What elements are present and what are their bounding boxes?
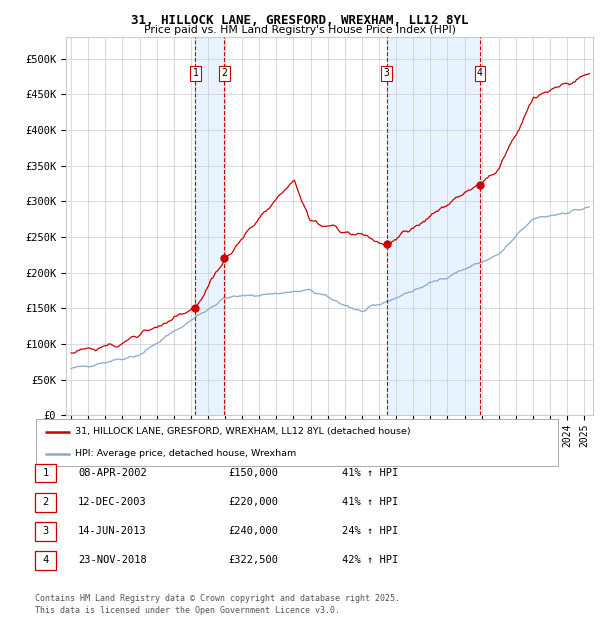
Text: £220,000: £220,000 bbox=[228, 497, 278, 507]
Text: 31, HILLOCK LANE, GRESFORD, WREXHAM, LL12 8YL (detached house): 31, HILLOCK LANE, GRESFORD, WREXHAM, LL1… bbox=[75, 427, 411, 436]
Text: 1: 1 bbox=[193, 68, 199, 78]
Text: £322,500: £322,500 bbox=[228, 556, 278, 565]
Text: 3: 3 bbox=[384, 68, 389, 78]
Text: 4: 4 bbox=[43, 556, 49, 565]
Bar bbox=[196, 37, 224, 415]
Text: £240,000: £240,000 bbox=[228, 526, 278, 536]
Text: 2: 2 bbox=[43, 497, 49, 507]
Text: 41% ↑ HPI: 41% ↑ HPI bbox=[342, 497, 398, 507]
Text: 42% ↑ HPI: 42% ↑ HPI bbox=[342, 556, 398, 565]
Bar bbox=[386, 37, 480, 415]
Text: Price paid vs. HM Land Registry's House Price Index (HPI): Price paid vs. HM Land Registry's House … bbox=[144, 25, 456, 35]
Text: 24% ↑ HPI: 24% ↑ HPI bbox=[342, 526, 398, 536]
Text: HPI: Average price, detached house, Wrexham: HPI: Average price, detached house, Wrex… bbox=[75, 449, 296, 458]
Text: £150,000: £150,000 bbox=[228, 468, 278, 478]
Text: 4: 4 bbox=[477, 68, 483, 78]
Text: 1: 1 bbox=[43, 468, 49, 478]
Text: 2: 2 bbox=[221, 68, 227, 78]
Text: 08-APR-2002: 08-APR-2002 bbox=[78, 468, 147, 478]
Text: 41% ↑ HPI: 41% ↑ HPI bbox=[342, 468, 398, 478]
Text: 31, HILLOCK LANE, GRESFORD, WREXHAM, LL12 8YL: 31, HILLOCK LANE, GRESFORD, WREXHAM, LL1… bbox=[131, 14, 469, 27]
Text: 12-DEC-2003: 12-DEC-2003 bbox=[78, 497, 147, 507]
Text: 14-JUN-2013: 14-JUN-2013 bbox=[78, 526, 147, 536]
Text: 23-NOV-2018: 23-NOV-2018 bbox=[78, 556, 147, 565]
Text: 3: 3 bbox=[43, 526, 49, 536]
Text: Contains HM Land Registry data © Crown copyright and database right 2025.
This d: Contains HM Land Registry data © Crown c… bbox=[35, 594, 400, 616]
